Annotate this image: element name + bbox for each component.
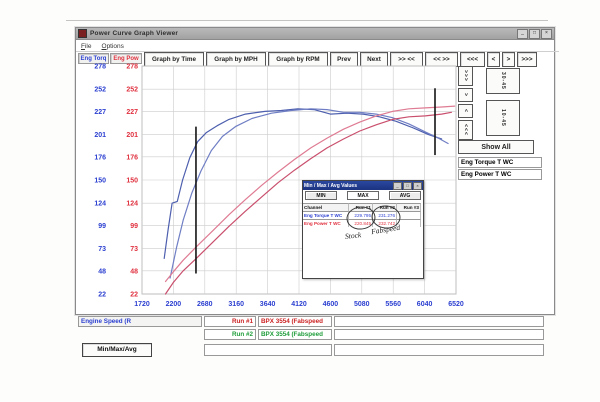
torque-max-run3: [397, 211, 421, 219]
power-y-tick-label: 22: [130, 292, 138, 299]
channel-torque-label: Eng Torque T WC: [303, 211, 349, 219]
x-tick-label: 6520: [448, 301, 464, 308]
handwritten-stock-note: Stock: [344, 230, 362, 241]
x-tick-label: 3160: [228, 301, 244, 308]
run2-description[interactable]: BPX 3554 (Fabspeed: [258, 329, 332, 340]
torque-y-tick-label: 201: [94, 132, 106, 139]
scroll-left-button[interactable]: <: [487, 52, 500, 67]
x-tick-label: 6040: [417, 301, 433, 308]
scroll-down-fast-button[interactable]: <<<: [458, 120, 473, 140]
title-bar: Power Curve Graph Viewer _ □ ×: [76, 28, 554, 40]
legend-power-channel[interactable]: Eng Power T WC: [458, 169, 542, 180]
torque-max-run1: 229.795: [349, 211, 373, 219]
power-max-run1: 220.845: [349, 219, 373, 227]
run1-extra-field: [334, 316, 544, 327]
menu-options[interactable]: Options: [101, 42, 124, 50]
x-tick-label: 5080: [354, 301, 370, 308]
power-y-tick-label: 278: [126, 64, 138, 71]
inset-close-button[interactable]: ×: [413, 181, 422, 190]
scroll-right-button[interactable]: >: [502, 52, 515, 67]
minmaxavg-window: Min / Max / Avg Values _ □ × MIN MAX AVG…: [302, 180, 424, 279]
minmaxavg-table: Channel Run #1 Run #2 Run #3 Eng Torque …: [303, 203, 423, 227]
run1-description[interactable]: BPX 3554 (Fabspeed: [258, 316, 332, 327]
scan-artifact-line: [66, 20, 548, 21]
minimize-button[interactable]: _: [517, 28, 528, 39]
torque-run1-stock-curve: [169, 108, 449, 279]
inset-minimize-button[interactable]: _: [393, 181, 402, 190]
app-icon: [78, 29, 87, 38]
power-run2-fabspeed-curve: [164, 105, 456, 283]
show-all-button[interactable]: Show All: [458, 140, 534, 154]
col-header-run1: Run #1: [349, 203, 373, 211]
col-header-run3: Run #3: [397, 203, 421, 211]
col-header-run2: Run #2: [373, 203, 397, 211]
graph-by-rpm-button[interactable]: Graph by RPM: [268, 52, 328, 67]
channel-power-label: Eng Power T WC: [303, 219, 349, 227]
x-tick-label: 4600: [323, 301, 339, 308]
power-y-tick-label: 73: [130, 246, 138, 253]
x-tick-label: 4120: [291, 301, 307, 308]
power-y-tick-label: 124: [126, 201, 138, 208]
zoom-out-x-button[interactable]: << >>: [425, 52, 458, 67]
avg-tab-button[interactable]: AVG: [389, 191, 421, 200]
run1-label[interactable]: Run #1: [204, 316, 256, 327]
run2-label[interactable]: Run #2: [204, 329, 256, 340]
min-tab-button[interactable]: MIN: [305, 191, 337, 200]
minmaxavg-titlebar: Min / Max / Avg Values _ □ ×: [303, 181, 423, 190]
torque-y-tick-label: 278: [94, 64, 106, 71]
toolbar: Eng Torq Eng Pow Graph by Time Graph by …: [76, 52, 554, 70]
power-run1-stock-curve: [164, 111, 452, 295]
x-tick-label: 3640: [260, 301, 276, 308]
torque-y-tick-label: 124: [94, 201, 106, 208]
power-y-tick-label: 99: [130, 223, 138, 230]
torque-y-tick-label: 73: [98, 246, 106, 253]
x-tick-label: 1720: [134, 301, 150, 308]
torque-y-tick-label: 252: [94, 87, 106, 94]
power-y-tick-label: 150: [126, 178, 138, 185]
x-tick-label: 2200: [166, 301, 182, 308]
power-y-tick-label: 201: [126, 132, 138, 139]
minmaxavg-title: Min / Max / Avg Values: [304, 182, 357, 189]
torque-y-tick-label: 176: [94, 154, 106, 161]
torque-axis-header[interactable]: Eng Torq: [78, 53, 109, 64]
col-header-channel: Channel: [303, 203, 349, 211]
power-y-tick-label: 48: [130, 268, 138, 275]
torque-y-tick-label: 48: [98, 268, 106, 275]
torque-y-tick-label: 227: [94, 109, 106, 116]
power-max-run3: [397, 219, 421, 227]
power-y-tick-label: 252: [126, 87, 138, 94]
scroll-down-button[interactable]: <: [458, 104, 473, 118]
minmaxavg-mode-buttons: MIN MAX AVG: [303, 190, 423, 203]
torque-max-run2: 231.276: [373, 211, 397, 219]
engine-speed-label: Engine Speed (R: [78, 316, 202, 327]
range-lower-button[interactable]: 10-45: [486, 100, 520, 136]
range-upper-button[interactable]: 30-45: [486, 68, 520, 94]
torque-y-tick-label: 99: [98, 223, 106, 230]
max-tab-button[interactable]: MAX: [347, 191, 379, 200]
minmaxavg-button[interactable]: Min/Max/Avg: [82, 343, 152, 357]
scroll-far-right-button[interactable]: >>>: [517, 52, 537, 67]
menu-file[interactable]: File: [81, 42, 92, 50]
window-title: Power Curve Graph Viewer: [90, 30, 179, 37]
torque-run2-fabspeed-curve: [163, 108, 443, 259]
empty-field-1: [204, 344, 332, 356]
legend-torque-channel[interactable]: Eng Torque T WC: [458, 157, 542, 168]
scroll-up-fast-button[interactable]: >>>: [458, 66, 473, 86]
empty-field-2: [334, 344, 544, 356]
power-y-tick-label: 227: [126, 109, 138, 116]
power-y-tick-label: 176: [126, 154, 138, 161]
close-button[interactable]: ×: [541, 28, 552, 39]
x-tick-label: 2680: [197, 301, 213, 308]
menu-bar: File Options: [76, 41, 559, 52]
run2-extra-field: [334, 329, 544, 340]
x-tick-label: 5560: [385, 301, 401, 308]
scroll-up-button[interactable]: >: [458, 88, 473, 102]
maximize-button[interactable]: □: [529, 28, 540, 39]
torque-y-tick-label: 22: [98, 292, 106, 299]
inset-maximize-button[interactable]: □: [403, 181, 412, 190]
torque-y-tick-label: 150: [94, 178, 106, 185]
power-axis-header[interactable]: Eng Pow: [110, 53, 142, 64]
